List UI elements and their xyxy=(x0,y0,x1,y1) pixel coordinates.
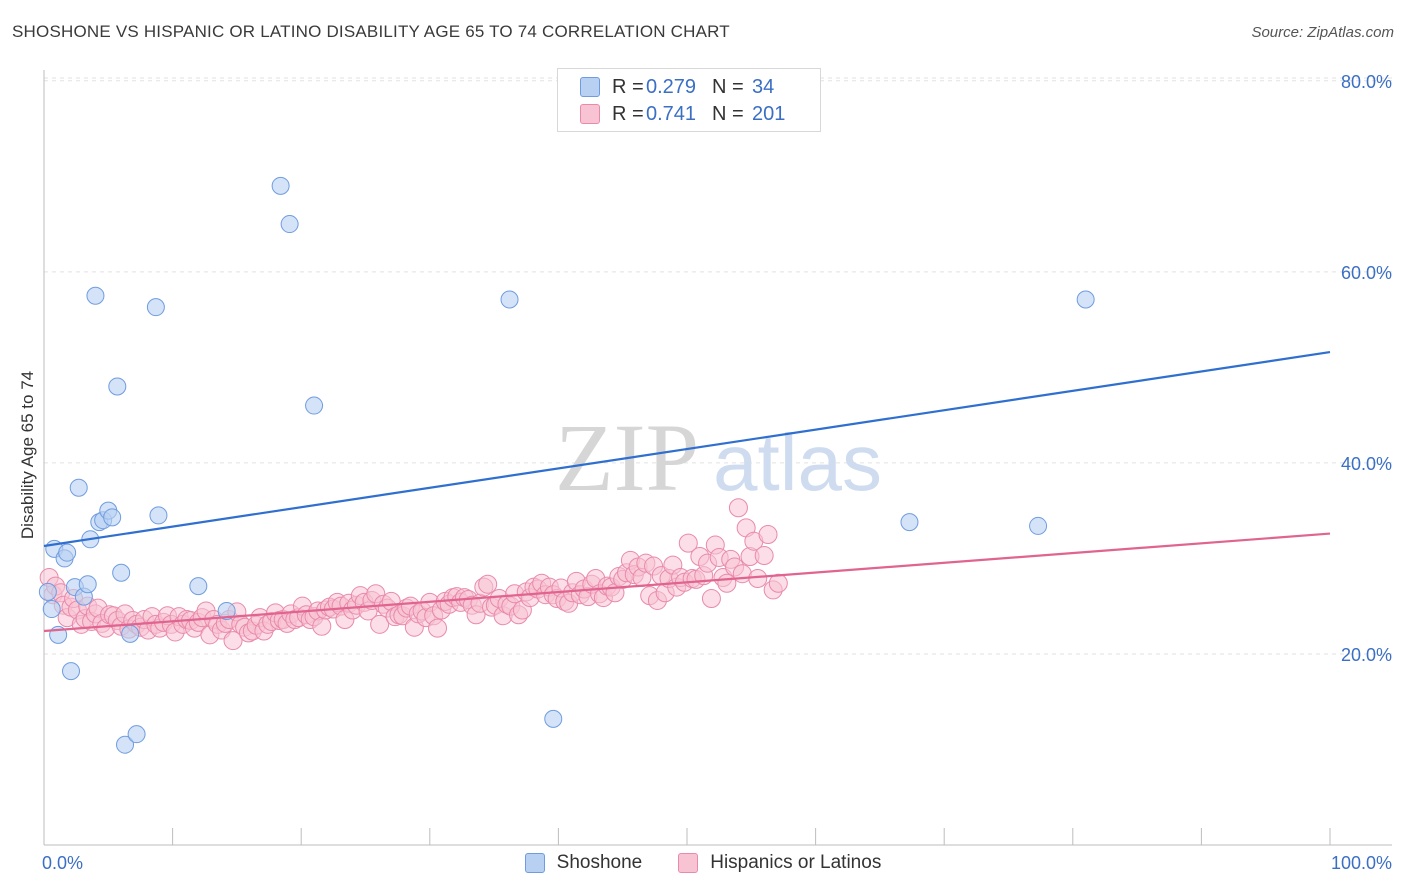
legend-r-label: R = xyxy=(612,75,644,98)
hispanic-trend-line xyxy=(43,532,1331,633)
hispanic-point xyxy=(312,616,332,636)
x-tick-label: 0.0% xyxy=(42,853,83,873)
axes xyxy=(43,70,1392,846)
tick-labels: 20.0% 40.0% 60.0% 80.0% 0.0% 100.0% xyxy=(42,72,1392,873)
hispanic-point xyxy=(728,498,748,518)
legend-swatch-hispanic xyxy=(580,104,600,124)
legend-row-shoshone: R = 0.279 N = 34 xyxy=(580,73,774,101)
legend-r-value: 0.741 xyxy=(646,102,697,125)
shoshone-point xyxy=(103,508,122,527)
legend-item-hispanic: Hispanics or Latinos xyxy=(678,852,881,874)
shoshone-point xyxy=(189,577,208,596)
y-axis-label: Disability Age 65 to 74 xyxy=(18,371,37,539)
watermark: ZIP atlas xyxy=(555,404,882,511)
shoshone-point xyxy=(62,662,81,681)
shoshone-point xyxy=(146,298,165,317)
shoshone-point xyxy=(280,215,299,234)
legend-swatch-hispanic xyxy=(678,853,699,873)
shoshone-point xyxy=(38,582,57,601)
shoshone-point xyxy=(544,709,563,728)
hispanic-point xyxy=(678,533,698,553)
y-tick-label: 40.0% xyxy=(1341,454,1392,474)
legend-item-shoshone: Shoshone xyxy=(524,852,643,874)
shoshone-point xyxy=(116,735,135,754)
shoshone-point xyxy=(217,601,236,620)
shoshone-point xyxy=(121,624,140,643)
legend-n-label: N = xyxy=(712,102,744,125)
legend-r-value: 0.279 xyxy=(646,75,697,98)
legend-n-value: 201 xyxy=(752,102,786,125)
y-tick-label: 80.0% xyxy=(1341,72,1392,92)
hispanic-points xyxy=(39,498,788,651)
hispanic-point xyxy=(701,589,721,609)
hispanic-point xyxy=(370,614,390,634)
shoshone-point xyxy=(500,290,519,309)
legend-n-label: N = xyxy=(712,75,744,98)
hispanic-point xyxy=(717,573,737,593)
x-tick-label: 100.0% xyxy=(1331,853,1392,873)
shoshone-point xyxy=(86,286,105,305)
shoshone-point xyxy=(69,478,88,497)
shoshone-point xyxy=(149,506,168,525)
shoshone-point xyxy=(78,575,97,594)
hispanic-point xyxy=(478,574,498,594)
shoshone-point xyxy=(271,176,290,195)
grid-lines xyxy=(44,77,1392,655)
shoshone-point xyxy=(58,543,77,562)
shoshone-point xyxy=(127,725,146,744)
legend-row-hispanic: R = 0.741 N = 201 xyxy=(580,100,785,128)
shoshone-point xyxy=(42,600,61,619)
hispanic-point xyxy=(223,631,243,651)
series-legend: Shoshone Hispanics or Latinos xyxy=(0,852,1406,874)
hispanic-point xyxy=(428,618,448,638)
shoshone-point xyxy=(112,563,131,582)
trend-lines xyxy=(43,350,1331,633)
shoshone-point xyxy=(305,396,324,415)
legend-label-shoshone: Shoshone xyxy=(556,852,643,873)
chart-title: SHOSHONE VS HISPANIC OR LATINO DISABILIT… xyxy=(12,22,730,41)
legend-swatch-shoshone xyxy=(580,77,600,97)
legend-swatch-shoshone xyxy=(524,853,545,873)
legend-label-hispanic: Hispanics or Latinos xyxy=(710,852,882,873)
hispanic-point xyxy=(768,573,788,593)
stats-legend: R = 0.279 N = 34 R = 0.741 N = 201 xyxy=(557,68,821,132)
legend-n-value: 34 xyxy=(752,75,775,98)
shoshone-point xyxy=(108,377,127,396)
shoshone-point xyxy=(1076,290,1095,309)
shoshone-point xyxy=(900,513,919,532)
hispanic-point xyxy=(754,546,774,566)
shoshone-trend-line xyxy=(43,350,1331,548)
source-label: Source: ZipAtlas.com xyxy=(1251,24,1394,41)
hispanic-point xyxy=(758,525,778,545)
y-tick-label: 20.0% xyxy=(1341,645,1392,665)
shoshone-point xyxy=(1029,516,1048,535)
y-tick-label: 60.0% xyxy=(1341,263,1392,283)
legend-r-label: R = xyxy=(612,102,644,125)
